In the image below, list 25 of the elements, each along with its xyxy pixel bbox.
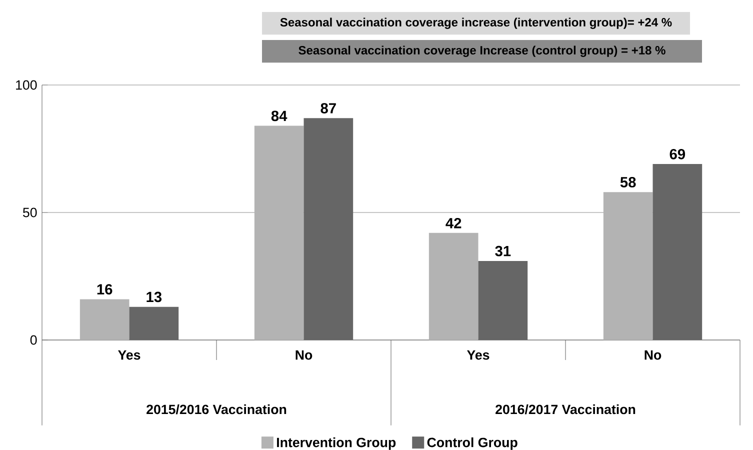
x-tick-label: Yes <box>466 350 490 360</box>
x-tick-label: No <box>644 350 662 360</box>
y-tick-label: 100 <box>16 80 37 90</box>
data-label: 16 <box>97 284 112 294</box>
bar <box>428 232 478 340</box>
text: 2016/2017 Vaccination <box>496 404 636 414</box>
data-label: 84 <box>271 110 288 122</box>
x-tick-label: Yes <box>118 350 140 360</box>
bar <box>80 299 130 340</box>
text: Seasonal vaccination coverage increase (intervention group)= +24 % <box>280 18 672 29</box>
legend-label: Intervention Group <box>277 437 396 450</box>
bar <box>254 126 304 340</box>
text: Seasonal vaccination coverage Increase (control group) = +18 % <box>298 46 666 57</box>
x-tick-label: No <box>296 350 312 360</box>
data-label: 58 <box>620 177 636 188</box>
y-tick-label: 50 <box>23 208 37 218</box>
legend-label: Control Group <box>427 437 518 450</box>
data-label: 31 <box>495 246 511 256</box>
data-label: 87 <box>320 103 336 114</box>
y-tick-label: 0 <box>30 335 37 345</box>
data-label: 13 <box>146 292 162 302</box>
bar <box>603 192 653 340</box>
data-label: 69 <box>670 148 686 160</box>
data-label: 42 <box>446 218 462 228</box>
text: 2015/2016 Vaccination <box>146 404 286 414</box>
